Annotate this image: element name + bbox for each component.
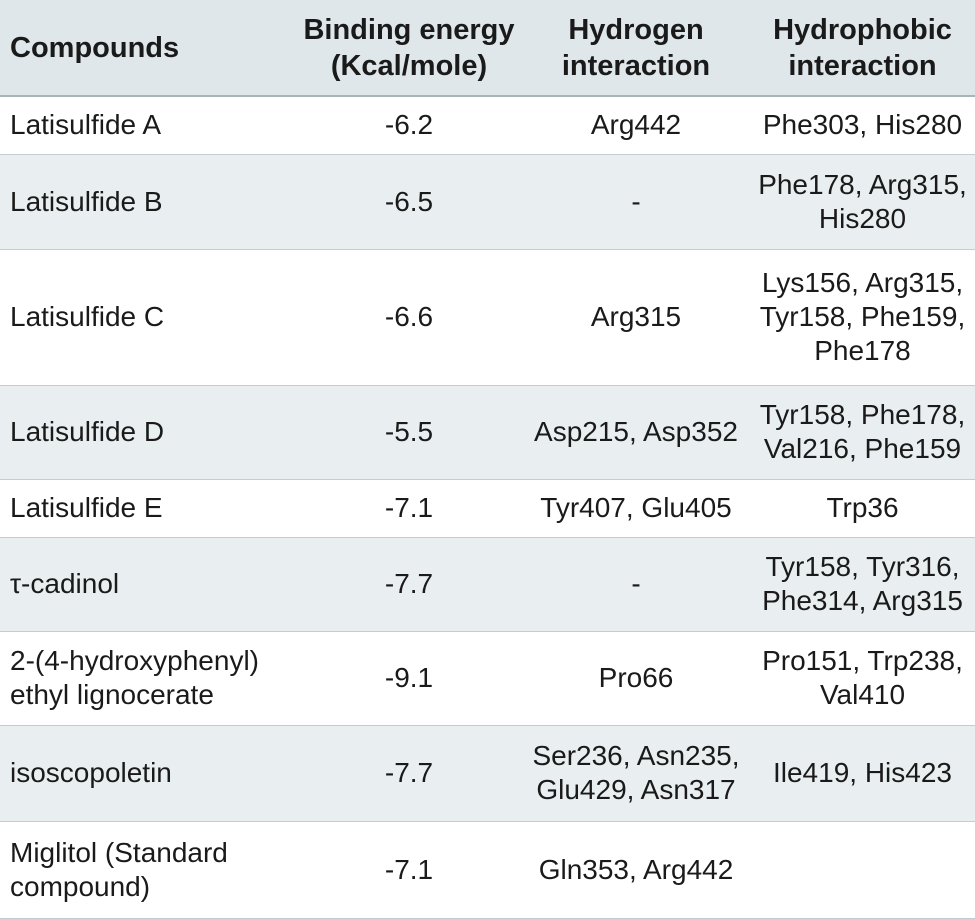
- hydrophobic-interaction-cell: [750, 821, 975, 919]
- cell-text-line: Phe303, His280: [762, 109, 963, 141]
- compound-cell: Miglitol (Standard compound): [0, 821, 296, 919]
- cell-text-line: Pro151, Trp238,: [762, 645, 963, 676]
- hydrogen-interaction-cell: Ser236, Asn235, Glu429, Asn317: [522, 725, 750, 822]
- hydrogen-interaction-cell: Tyr407, Glu405: [522, 479, 750, 538]
- cell-text-line: -7.7: [384, 757, 434, 788]
- cell-text-line: -7.1: [384, 853, 434, 885]
- cell-text-line: Tyr158, Phe159,: [759, 301, 966, 332]
- header-row: Compounds Binding energy (Kcal/mole) Hyd…: [0, 0, 975, 97]
- cell-text-line: -6.6: [384, 301, 434, 332]
- cell-text-line: -5.5: [384, 416, 434, 447]
- cell-text-line: -6.2: [384, 109, 434, 141]
- table-row: 2-(4-hydroxyphenyl) ethyl lignocerate -9.1…: [0, 631, 975, 726]
- cell-text-line: Pro66: [598, 662, 674, 693]
- hydrophobic-interaction-cell: Phe178, Arg315, His280: [750, 154, 975, 250]
- cell-text-line: Ser236, Asn235,: [532, 740, 740, 771]
- hydrogen-interaction-cell: -: [522, 537, 750, 632]
- cell-text-line: 2-(4-hydroxyphenyl): [10, 645, 259, 676]
- cell-text-line: Glu429, Asn317: [536, 774, 736, 805]
- cell-text-line: Lys156, Arg315,: [761, 267, 964, 298]
- table-header: Compounds Binding energy (Kcal/mole) Hyd…: [0, 0, 975, 97]
- cell-text-line: Latisulfide B: [10, 185, 163, 217]
- header-hydrogen-interaction: Hydrogen interaction: [522, 0, 750, 97]
- binding-energy-cell: -6.6: [296, 249, 522, 386]
- binding-energy-cell: -5.5: [296, 385, 522, 480]
- table-row: Miglitol (Standard compound) -7.1 Gln353, A…: [0, 821, 975, 919]
- cell-text-line: Arg442: [590, 109, 682, 141]
- cell-text-line: Phe178, Arg315,: [758, 168, 967, 200]
- table-row: τ-cadinol -7.7 - Tyr158, Tyr316, Phe314, Arg…: [0, 537, 975, 632]
- cell-text-line: Val410: [819, 679, 906, 710]
- compound-cell: Latisulfide C: [0, 249, 296, 386]
- hydrophobic-interaction-cell: Tyr158, Tyr316, Phe314, Arg315: [750, 537, 975, 632]
- header-compounds: Compounds: [0, 0, 296, 97]
- cell-text-line: Latisulfide C: [10, 301, 165, 332]
- cell-text-line: Tyr158, Tyr316,: [765, 551, 960, 582]
- hydrogen-interaction-cell: -: [522, 154, 750, 250]
- hydrogen-interaction-cell: Pro66: [522, 631, 750, 726]
- binding-energy-cell: -6.5: [296, 154, 522, 250]
- compound-cell: 2-(4-hydroxyphenyl) ethyl lignocerate: [0, 631, 296, 726]
- cell-text-line: Latisulfide E: [10, 492, 163, 523]
- cell-text-line: compound): [10, 870, 151, 902]
- cell-text-line: Phe314, Arg315: [762, 585, 963, 616]
- header-hydrophobic-interaction: Hydrophobic interaction: [750, 0, 975, 97]
- compound-cell: Latisulfide E: [0, 479, 296, 538]
- cell-text-line: Tyr407, Glu405: [540, 492, 732, 523]
- hydrophobic-interaction-cell: Tyr158, Phe178, Val216, Phe159: [750, 385, 975, 480]
- cell-text-line: Trp36: [826, 492, 899, 523]
- compound-cell: Latisulfide B: [0, 154, 296, 250]
- hydrogen-interaction-cell: Gln353, Arg442: [522, 821, 750, 919]
- hydrophobic-interaction-cell: Phe303, His280: [750, 96, 975, 155]
- hydrogen-interaction-cell: Asp215, Asp352: [522, 385, 750, 480]
- header-binding-energy: Binding energy (Kcal/mole): [296, 0, 522, 97]
- compound-cell: τ-cadinol: [0, 537, 296, 632]
- cell-text-line: isoscopoletin: [10, 757, 172, 788]
- table-row: Latisulfide C -6.6 Arg315 Lys156, Arg315, Ty…: [0, 249, 975, 386]
- cell-text-line: -6.5: [384, 185, 434, 217]
- cell-text-line: ethyl lignocerate: [10, 679, 214, 710]
- cell-text-line: -7.1: [384, 492, 434, 523]
- compound-cell: Latisulfide D: [0, 385, 296, 480]
- cell-text-line: -7.7: [384, 568, 434, 599]
- cell-text-line: Val216, Phe159: [763, 433, 962, 464]
- cell-text-line: -: [631, 185, 641, 217]
- cell-text-line: His280: [818, 202, 907, 234]
- cell-text-line: Tyr158, Phe178,: [759, 399, 966, 430]
- binding-energy-cell: -7.7: [296, 537, 522, 632]
- cell-text-line: Ile419, His423: [772, 757, 952, 788]
- cell-text-line: Arg315: [590, 301, 682, 332]
- binding-energy-cell: -6.2: [296, 96, 522, 155]
- compound-cell: Latisulfide A: [0, 96, 296, 155]
- cell-text-line: τ-cadinol: [10, 568, 120, 599]
- compound-cell: isoscopoletin: [0, 725, 296, 822]
- binding-energy-cell: -7.1: [296, 821, 522, 919]
- hydrophobic-interaction-cell: Lys156, Arg315, Tyr158, Phe159, Phe178: [750, 249, 975, 386]
- table-row: Latisulfide E -7.1 Tyr407, Glu405 Trp36: [0, 479, 975, 538]
- cell-text-line: Phe178: [814, 335, 911, 366]
- binding-energy-cell: -7.1: [296, 479, 522, 538]
- table-body: Latisulfide A -6.2 Arg442 Phe303, His280 Lat…: [0, 96, 975, 919]
- table-row: Latisulfide D -5.5 Asp215, Asp352 Tyr158, P…: [0, 385, 975, 480]
- cell-text-line: Miglitol (Standard: [10, 836, 228, 868]
- hydrophobic-interaction-cell: Ile419, His423: [750, 725, 975, 822]
- cell-text-line: Latisulfide D: [10, 416, 165, 447]
- hydrogen-interaction-cell: Arg315: [522, 249, 750, 386]
- table-row: isoscopoletin -7.7 Ser236, Asn235, Glu429, …: [0, 725, 975, 822]
- cell-text-line: Asp215, Asp352: [534, 416, 738, 447]
- hydrophobic-interaction-cell: Pro151, Trp238, Val410: [750, 631, 975, 726]
- hydrophobic-interaction-cell: Trp36: [750, 479, 975, 538]
- cell-text-line: -: [631, 568, 641, 599]
- cell-text-line: Gln353, Arg442: [538, 853, 734, 885]
- cell-text-line: -9.1: [384, 662, 434, 693]
- table-row: Latisulfide B -6.5 - Phe178, Arg315, His280: [0, 154, 975, 250]
- table-row: Latisulfide A -6.2 Arg442 Phe303, His280: [0, 96, 975, 155]
- cell-text-line: Latisulfide A: [10, 109, 161, 141]
- binding-energy-cell: -9.1: [296, 631, 522, 726]
- binding-energy-cell: -7.7: [296, 725, 522, 822]
- hydrogen-interaction-cell: Arg442: [522, 96, 750, 155]
